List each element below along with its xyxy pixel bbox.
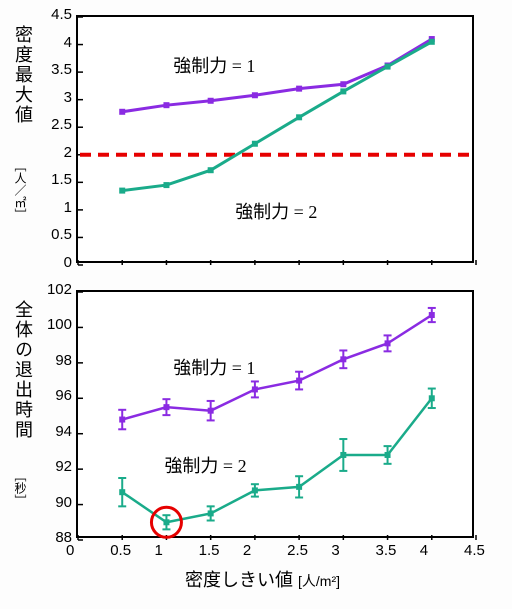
ytick-label: 4 — [64, 34, 72, 51]
plot-bottom — [78, 292, 476, 540]
ytick-label: 2.5 — [51, 116, 72, 133]
ylabel-bottom-unit: ［秒］ — [12, 470, 29, 506]
xlabel-unit: [人/m²] — [298, 573, 340, 589]
ylabel-top-text: 密度最大値 — [13, 25, 33, 125]
ytick-label: 100 — [47, 316, 72, 333]
ytick-label: 102 — [47, 281, 72, 298]
ylabel-top: 密度最大値 — [10, 25, 36, 125]
annotation-label_force2: 強制力 = 2 — [164, 452, 246, 478]
ylabel-bottom: 全体の退出時間 — [10, 300, 36, 440]
xtick-label: 2.5 — [287, 542, 308, 559]
annotation-label_force1: 強制力 = 1 — [173, 354, 255, 380]
ytick-label: 4.5 — [51, 6, 72, 23]
panel-top — [76, 15, 474, 263]
plot-top — [78, 17, 476, 265]
figure: 密度最大値 ［人／㎡］ 全体の退出時間 ［秒］ 密度しきい値 [人/m²] 0 0… — [0, 0, 512, 609]
xtick-label: 0 — [66, 542, 74, 559]
ytick-label: 2 — [64, 144, 72, 161]
xtick-label: 3 — [331, 542, 339, 559]
ytick-label: 0.5 — [51, 226, 72, 243]
xtick-label: 4.5 — [464, 542, 485, 559]
ytick-label: 3 — [64, 89, 72, 106]
xtick-label: 0.5 — [110, 542, 131, 559]
ytick-label: 3.5 — [51, 61, 72, 78]
ytick-label: 1 — [64, 199, 72, 216]
annotation-label_force2: 強制力 = 2 — [235, 198, 317, 224]
annotation-label_force1: 強制力 = 1 — [173, 52, 255, 78]
ytick-label: 1.5 — [51, 171, 72, 188]
xlabel-text: 密度しきい値 — [185, 570, 293, 590]
ytick-label: 92 — [55, 458, 72, 475]
ytick-label: 90 — [55, 494, 72, 511]
xtick-label: 1 — [154, 542, 162, 559]
ytick-label: 98 — [55, 352, 72, 369]
ytick-label: 94 — [55, 423, 72, 440]
panel-bottom — [76, 290, 474, 538]
xtick-label: 3.5 — [376, 542, 397, 559]
ytick-label: 0 — [64, 254, 72, 271]
ytick-label: 96 — [55, 387, 72, 404]
ylabel-top-unit: ［人／㎡］ — [12, 160, 29, 220]
ylabel-bottom-text: 全体の退出時間 — [13, 300, 33, 440]
xtick-label: 4 — [420, 542, 428, 559]
xtick-label: 1.5 — [199, 542, 220, 559]
xtick-label: 2 — [243, 542, 251, 559]
xlabel: 密度しきい値 [人/m²] — [185, 566, 340, 592]
